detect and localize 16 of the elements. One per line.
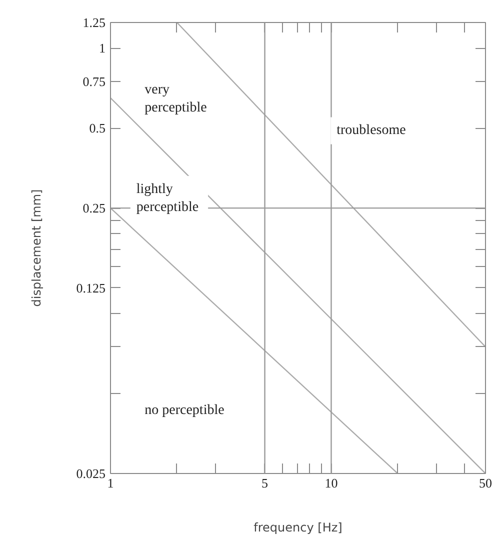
y-tick-label: 0.5 [89,120,106,136]
y-axis-title: displacement [mm] [29,189,44,307]
y-tick-label: 1 [99,40,106,56]
annotation: very perceptible [144,82,207,116]
annotation: no perceptible [144,402,224,418]
y-tick-label: 0.125 [76,280,106,296]
y-tick-label: 1.25 [82,15,106,30]
annotation: lightly perceptible [136,182,199,215]
x-tick-label: 10 [324,476,338,490]
y-tick-label: 0.025 [76,466,106,481]
x-tick-label: 5 [262,476,268,490]
annotation: troublesome [336,123,406,138]
y-tick-label: 0.25 [82,200,106,216]
y-tick-label: 0.75 [82,74,106,89]
x-axis-title: frequency [Hz] [254,520,342,534]
x-tick-label: 50 [479,476,492,490]
